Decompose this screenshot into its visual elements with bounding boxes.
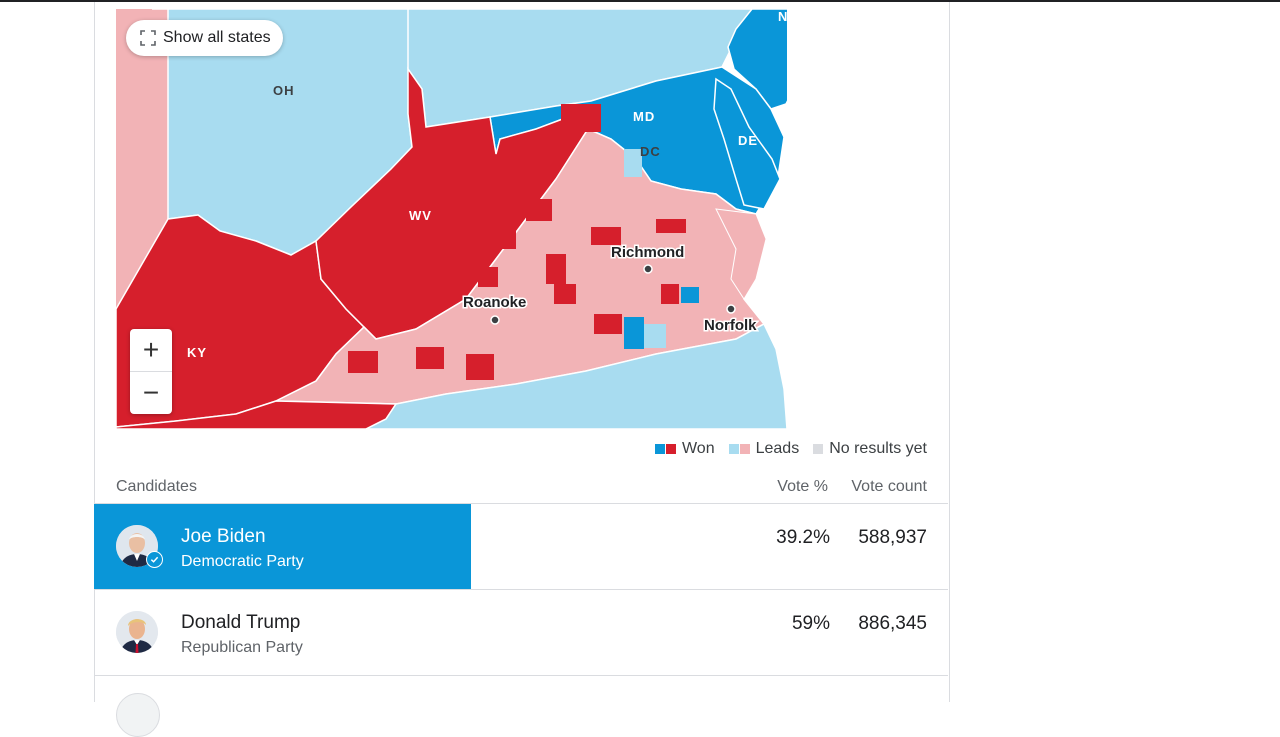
zoom-out-button[interactable]: − [142, 377, 160, 408]
county-won-11 [348, 351, 378, 373]
legend-leads-label: Leads [755, 440, 800, 457]
eastern-shore [715, 208, 767, 300]
city-dot-roanoke [490, 315, 500, 325]
zoom-divider [130, 371, 172, 372]
state-label-ky: KY [187, 345, 207, 360]
candidate-vote-count: 588,937 [858, 527, 927, 548]
legend-no-results: No results yet [813, 440, 927, 458]
expand-icon [140, 30, 156, 46]
legend-swatch-no-results [813, 444, 824, 454]
candidate-row-biden[interactable]: Joe Biden Democratic Party 39.2% 588,937 [94, 504, 948, 590]
results-table-header: Candidates Vote % Vote count [94, 476, 948, 504]
zoom-controls: + − [130, 329, 172, 414]
candidate-vote-pct: 59% [791, 613, 830, 634]
state-label-wv: WV [409, 208, 432, 223]
candidate-party: Democratic Party [181, 553, 304, 570]
biden-portrait-icon [116, 525, 158, 567]
county-won-8 [656, 219, 686, 233]
legend-swatch-rep-leads [739, 444, 750, 454]
trump-avatar [116, 611, 158, 653]
legend-swatch-dem-won [654, 444, 665, 454]
state-label-nj: NJ [778, 9, 787, 24]
window-top-border [0, 0, 1280, 2]
map-legend: Won Leads No results yet [641, 439, 927, 459]
county-won-12 [466, 354, 494, 380]
state-label-dc: DC [640, 144, 661, 159]
county-dem-1 [624, 317, 644, 349]
candidate-vote-count: 886,345 [858, 613, 927, 634]
state-de [713, 77, 781, 210]
zoom-in-button[interactable]: + [142, 334, 160, 365]
candidate-vote-pct: 39.2% [776, 527, 830, 548]
show-all-states-label: Show all states [163, 29, 271, 46]
county-dem-leads-2 [624, 149, 642, 177]
trump-portrait-icon [116, 611, 158, 653]
city-label-richmond: Richmond [611, 244, 684, 261]
state-label-oh: OH [273, 83, 295, 98]
city-dot-richmond [643, 264, 653, 274]
legend-no-results-label: No results yet [829, 440, 927, 457]
county-won-4 [594, 314, 622, 334]
county-dem-2 [681, 287, 699, 303]
county-won-13 [561, 104, 601, 132]
legend-swatch-dem-leads [728, 444, 739, 454]
state-label-md: MD [633, 109, 655, 124]
legend-won-label: Won [681, 440, 715, 457]
legend-won: Won [654, 440, 715, 458]
map-canvas: OH NJ MD DE DC WV KY Richmond Roanoke No… [116, 9, 787, 429]
county-won-6 [496, 227, 516, 249]
county-won-3 [554, 284, 576, 304]
legend-leads: Leads [728, 440, 800, 458]
state-nc [365, 322, 787, 429]
county-won-7 [478, 267, 498, 287]
results-map[interactable]: OH NJ MD DE DC WV KY Richmond Roanoke No… [116, 9, 787, 429]
county-won-1 [591, 227, 621, 245]
city-label-roanoke: Roanoke [463, 294, 526, 311]
county-won-2 [546, 254, 566, 284]
candidate-party: Republican Party [181, 639, 303, 656]
state-label-de: DE [738, 133, 758, 148]
county-won-9 [661, 284, 679, 304]
candidate-row-trump[interactable]: Donald Trump Republican Party 59% 886,34… [94, 590, 948, 676]
winner-check-icon [146, 551, 163, 568]
county-won-10 [416, 347, 444, 369]
legend-swatch-rep-won [665, 444, 676, 454]
show-all-states-button[interactable]: Show all states [126, 20, 283, 56]
county-dem-leads-1 [644, 324, 666, 348]
next-candidate-avatar [116, 693, 160, 737]
city-dot-norfolk [726, 304, 736, 314]
column-vote-pct: Vote % [777, 478, 828, 495]
city-label-norfolk: Norfolk [704, 317, 757, 334]
column-candidates: Candidates [116, 478, 197, 495]
candidate-name: Joe Biden [181, 526, 266, 547]
candidate-name: Donald Trump [181, 612, 301, 633]
county-won-5 [526, 199, 552, 221]
column-vote-count: Vote count [851, 478, 927, 495]
